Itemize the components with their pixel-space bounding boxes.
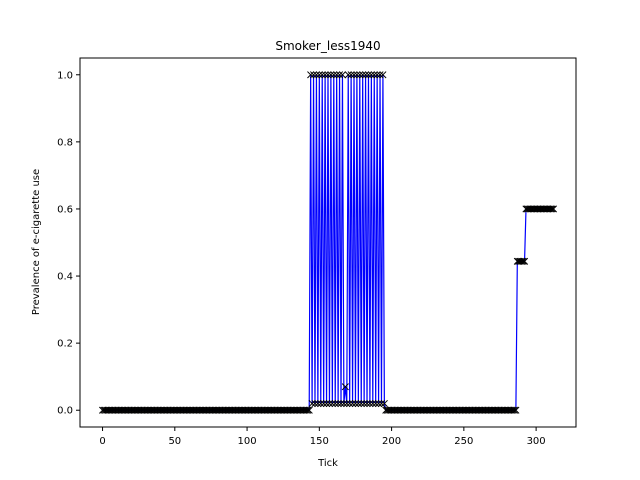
chart-title: Smoker_less1940	[275, 39, 380, 53]
data-point	[346, 399, 354, 408]
data-point	[344, 71, 352, 79]
data-point	[320, 399, 328, 408]
data-point	[367, 71, 375, 79]
data-point	[519, 257, 527, 265]
y-axis-label: Prevalence of e-cigarette use	[31, 169, 42, 315]
data-point	[363, 399, 371, 408]
data-point	[376, 71, 384, 79]
data-point	[509, 406, 517, 414]
data-point	[331, 399, 339, 408]
axes: 0 50 100 150 200 250 300 0.0 0.2 0.4 0.6 0.8 1.0	[57, 70, 546, 447]
series-line	[102, 74, 554, 411]
plot-frame	[79, 57, 577, 428]
data-point	[324, 71, 332, 79]
data-point	[321, 71, 329, 79]
y-tick-label: 0.0	[57, 406, 73, 417]
data-point	[334, 399, 342, 408]
data-point	[375, 399, 383, 408]
x-tick-label: 150	[310, 436, 329, 447]
data-point	[357, 399, 365, 408]
data-point	[315, 71, 323, 79]
y-tick-label: 0.2	[57, 339, 73, 350]
data-point	[518, 257, 526, 265]
data-point	[314, 399, 322, 408]
data-point	[510, 406, 518, 414]
data-point	[317, 399, 325, 408]
data-point	[354, 399, 362, 408]
x-axis-label: Tick	[317, 458, 338, 469]
data-point	[308, 399, 316, 408]
data-point	[548, 205, 556, 213]
data-point	[333, 71, 341, 79]
data-point	[370, 71, 378, 79]
data-point	[323, 399, 331, 408]
y-tick-label: 1.0	[57, 70, 73, 81]
data-point	[351, 399, 360, 408]
data-point	[373, 71, 381, 79]
data-point	[520, 257, 529, 265]
x-tick-label: 250	[454, 436, 473, 447]
data-point	[379, 71, 387, 79]
x-tick-label: 0	[99, 436, 105, 447]
data-point	[359, 71, 367, 79]
data-point	[327, 71, 335, 79]
data-point	[347, 71, 355, 79]
data-point	[330, 71, 338, 79]
data-point	[302, 406, 310, 414]
data-point	[362, 71, 370, 79]
data-point	[356, 71, 364, 79]
x-tick-label: 300	[527, 436, 546, 447]
y-tick-label: 0.8	[57, 137, 73, 148]
data-point	[366, 399, 374, 408]
data-point	[325, 399, 333, 408]
data-point	[343, 399, 351, 408]
data-point	[350, 71, 358, 79]
data-point	[349, 399, 357, 408]
plot-area	[98, 71, 558, 414]
data-point	[549, 205, 558, 213]
data-point	[340, 399, 348, 408]
data-point	[380, 399, 388, 408]
data-point	[377, 399, 386, 408]
data-point	[328, 399, 336, 408]
data-point	[338, 71, 347, 79]
data-point	[369, 399, 377, 408]
data-point	[341, 383, 349, 391]
data-point	[309, 71, 318, 79]
x-tick-label: 200	[382, 436, 401, 447]
y-tick-label: 0.6	[57, 204, 73, 215]
data-point	[304, 406, 312, 414]
data-point	[307, 71, 315, 79]
x-tick-label: 50	[168, 436, 181, 447]
data-point	[336, 71, 344, 79]
data-point	[364, 71, 373, 79]
data-point	[312, 71, 320, 79]
data-point	[547, 205, 555, 213]
data-point	[318, 71, 326, 79]
data-point	[372, 399, 380, 408]
data-point	[512, 406, 520, 414]
data-point	[305, 406, 313, 414]
y-tick-label: 0.4	[57, 272, 73, 283]
data-point	[311, 399, 319, 408]
x-tick-label: 100	[238, 436, 257, 447]
data-point	[353, 71, 361, 79]
data-point	[337, 399, 345, 408]
data-point	[360, 399, 368, 408]
